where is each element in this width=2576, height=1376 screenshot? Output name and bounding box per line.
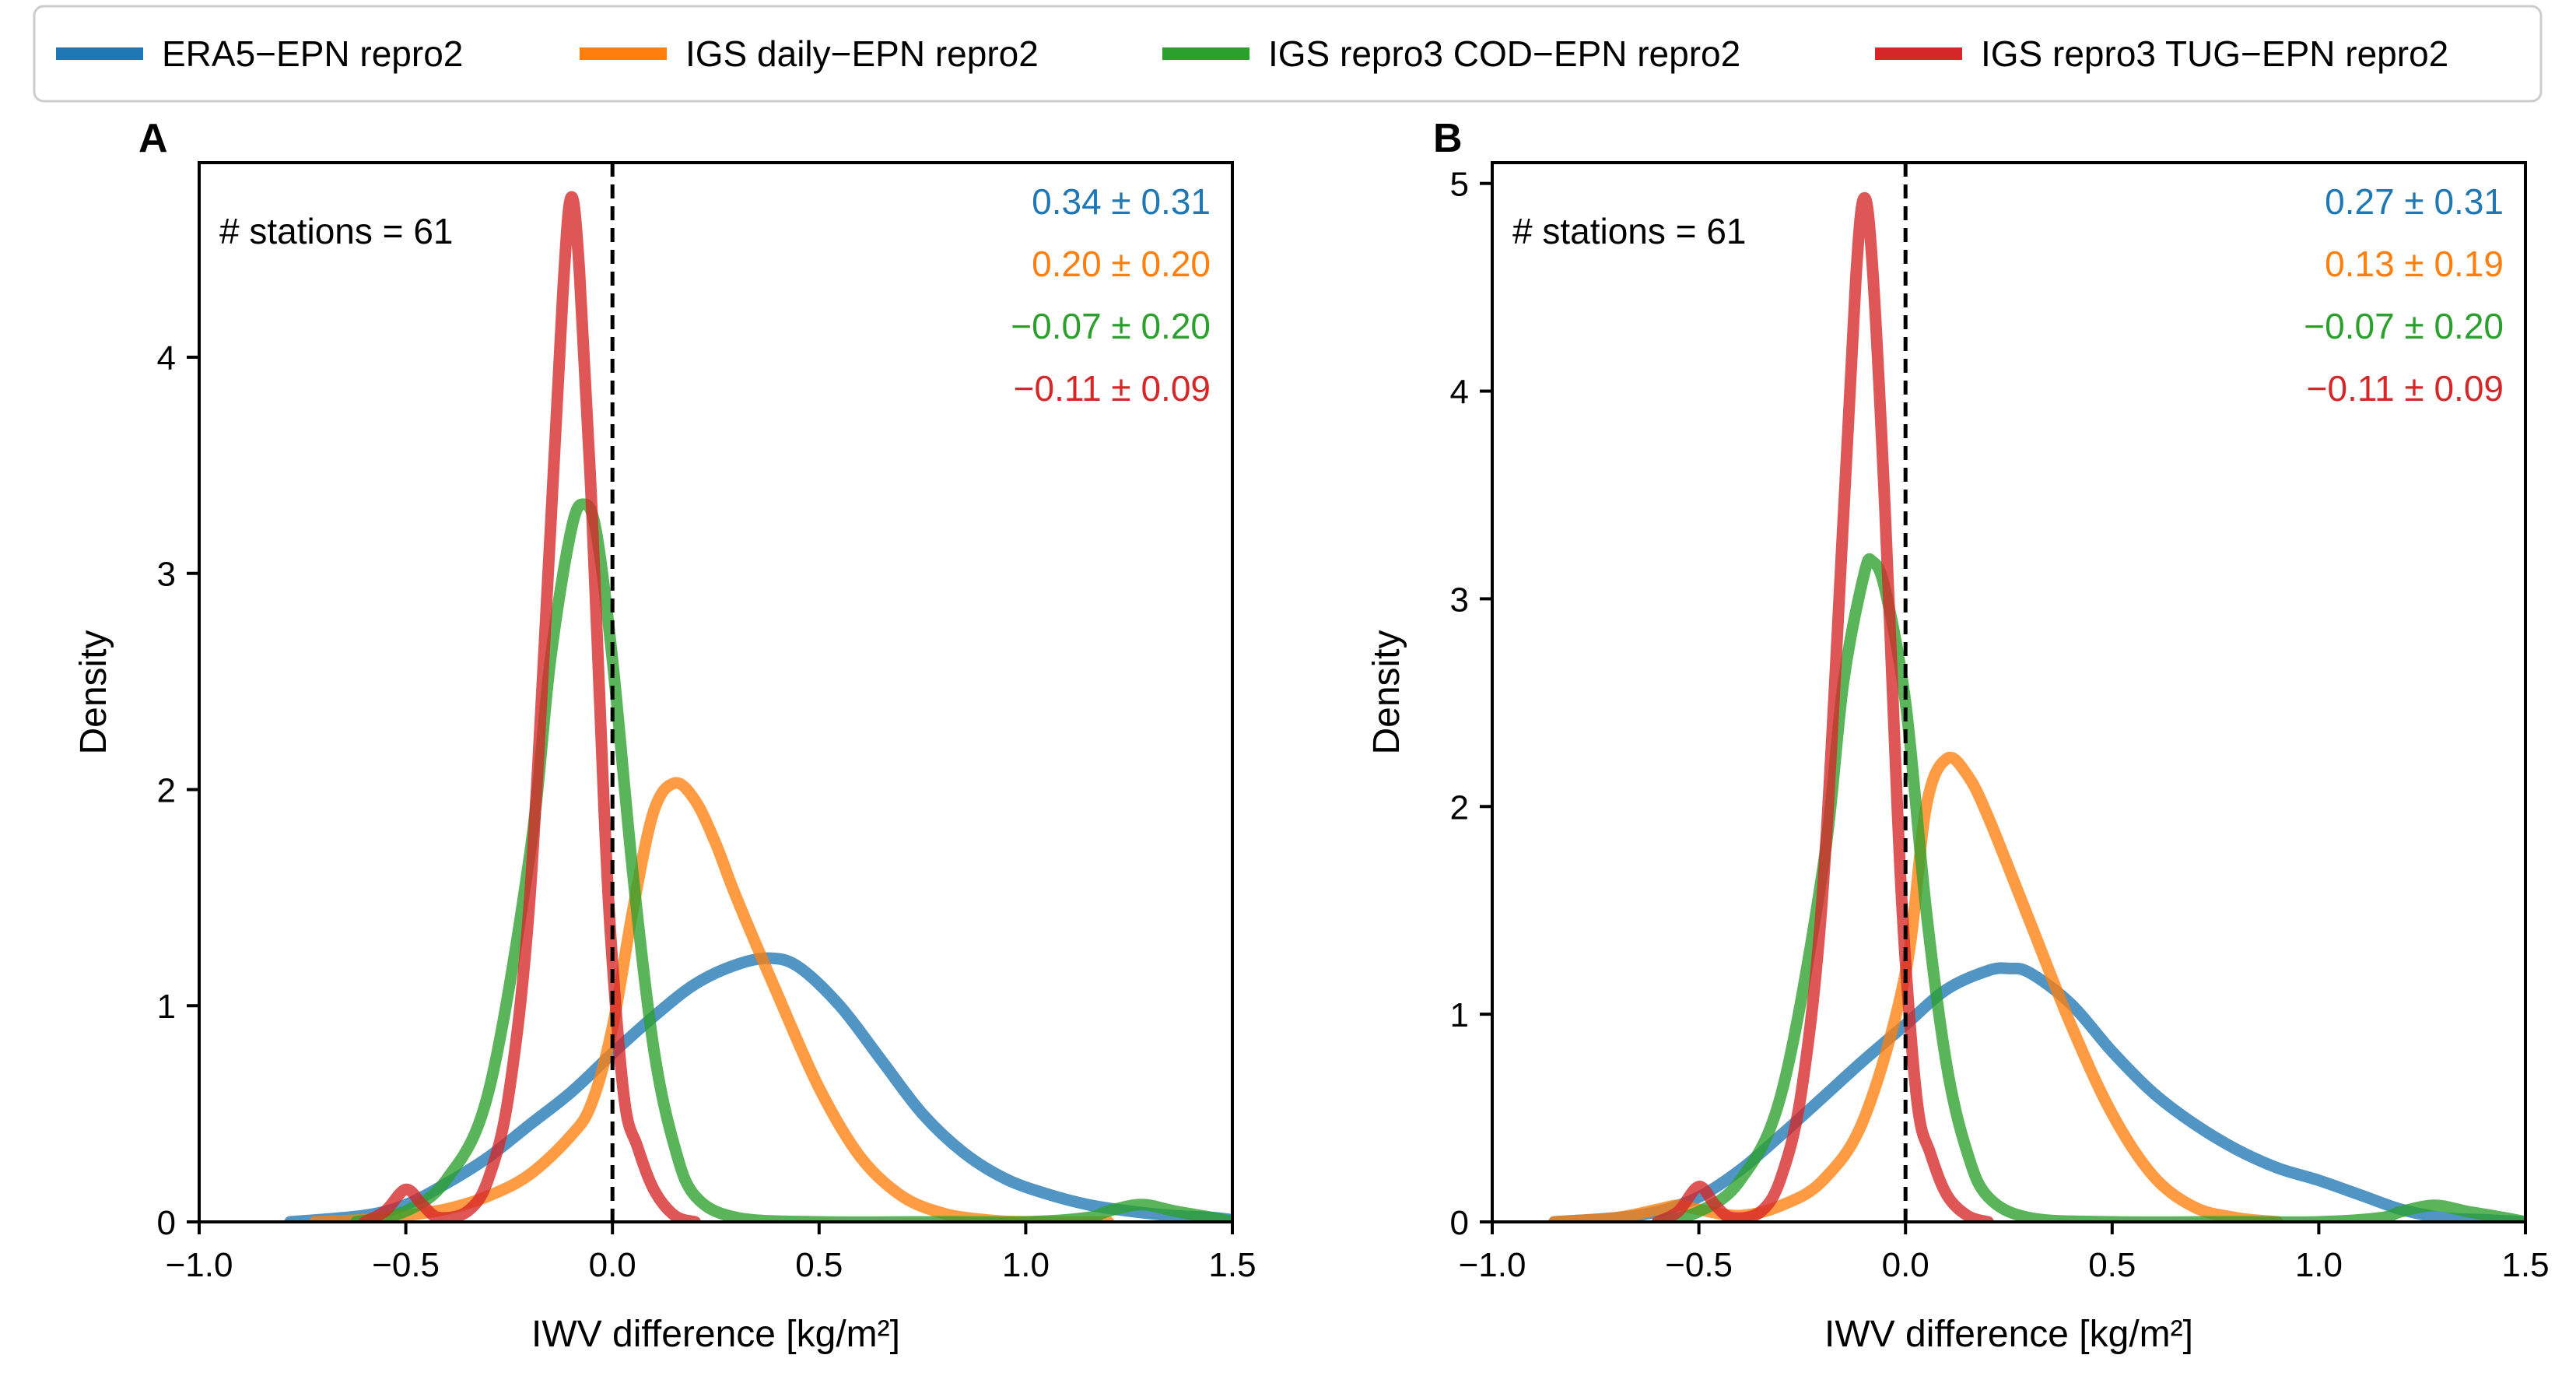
series-group [1548,191,2525,1222]
y-tick-label: 4 [1450,374,1469,412]
y-tick-label: 0 [157,1204,176,1242]
x-tick-label: −1.0 [1459,1246,1526,1284]
series-line-era5 [1548,962,2525,1222]
stat-igs-tug: −0.11 ± 0.09 [2307,368,2504,409]
plot-frame [198,161,1234,1223]
x-tick-label: 0.0 [589,1246,636,1284]
series-line-igs-cod [350,498,1232,1222]
y-tick-label: 2 [1450,788,1469,827]
x-tick-label: 1.5 [1208,1246,1256,1284]
series-line-igs-cod [1652,553,2525,1222]
stat-era5: 0.34 ± 0.31 [1032,181,1211,222]
legend-frame [33,5,2543,103]
plot-frame [1491,161,2527,1223]
legend-label-igs-tug: IGS repro3 TUG−EPN repro2 [1981,33,2448,74]
legend-entry: IGS daily−EPN repro2 [580,33,1039,74]
y-tick-label: 3 [157,556,176,594]
stat-igs-tug: −0.11 ± 0.09 [1014,368,1211,409]
legend-entry: IGS repro3 COD−EPN repro2 [1162,33,1740,74]
panel-a: A −1.0 −0.5 0.0 0.5 1.0 1.5 0 1 2 3 4 IWV differe… [73,116,1256,1355]
stat-igs-cod: −0.07 ± 0.20 [2304,306,2504,346]
series-line-igs-daily [309,777,1115,1222]
x-tick-label: 0.5 [795,1246,843,1284]
y-tick-label: 1 [157,988,176,1026]
x-axis-ticks: −1.0 −0.5 0.0 0.5 1.0 1.5 [166,1222,1256,1284]
stations-annotation: # stations = 61 [1512,211,1746,251]
y-axis-ticks: 0 1 2 3 4 5 [1450,166,1492,1242]
x-tick-label: −0.5 [372,1246,440,1284]
y-axis-label: Density [73,630,114,754]
panel-letter-b: B [1433,116,1463,161]
x-tick-label: −1.0 [166,1246,233,1284]
x-axis-label: IWV difference [kg/m²] [531,1314,900,1355]
series-line-era5 [284,952,1232,1222]
legend-entry: IGS repro3 TUG−EPN repro2 [1875,33,2448,74]
series-line-igs-tug [359,191,701,1222]
stat-era5: 0.27 ± 0.31 [2325,181,2504,222]
series-line-igs-tug [1652,191,1994,1222]
x-tick-label: 1.0 [1002,1246,1050,1284]
legend-label-igs-daily: IGS daily−EPN repro2 [685,33,1039,74]
y-tick-label: 1 [1450,996,1469,1034]
y-axis-ticks: 0 1 2 3 4 [157,339,199,1242]
legend-label-igs-cod: IGS repro3 COD−EPN repro2 [1268,33,1740,74]
x-axis-label: IWV difference [kg/m²] [1824,1314,2193,1355]
y-axis-label: Density [1366,630,1407,754]
y-tick-label: 3 [1450,581,1469,619]
y-tick-label: 2 [157,771,176,809]
legend: ERA5−EPN repro2 IGS daily−EPN repro2 IGS… [33,5,2543,103]
legend-label-era5: ERA5−EPN repro2 [162,33,463,74]
stat-igs-cod: −0.07 ± 0.20 [1011,306,1211,346]
y-tick-label: 4 [157,339,176,377]
x-tick-label: 0.5 [2088,1246,2136,1284]
panel-b: B −1.0 −0.5 0.0 0.5 1.0 1.5 0 1 2 3 4 5 IWV differ… [1366,116,2550,1355]
y-tick-label: 0 [1450,1204,1469,1242]
y-tick-label: 5 [1450,166,1469,204]
x-tick-label: −0.5 [1665,1246,1733,1284]
x-tick-label: 1.0 [2295,1246,2343,1284]
stations-annotation: # stations = 61 [219,211,453,251]
panel-letter-a: A [138,116,168,161]
x-axis-ticks: −1.0 −0.5 0.0 0.5 1.0 1.5 [1459,1222,2550,1284]
stat-igs-daily: 0.20 ± 0.20 [1032,244,1211,284]
x-tick-label: 0.0 [1882,1246,1929,1284]
stat-igs-daily: 0.13 ± 0.19 [2325,244,2504,284]
series-group [284,191,1232,1222]
legend-entry: ERA5−EPN repro2 [56,33,463,74]
x-tick-label: 1.5 [2501,1246,2549,1284]
